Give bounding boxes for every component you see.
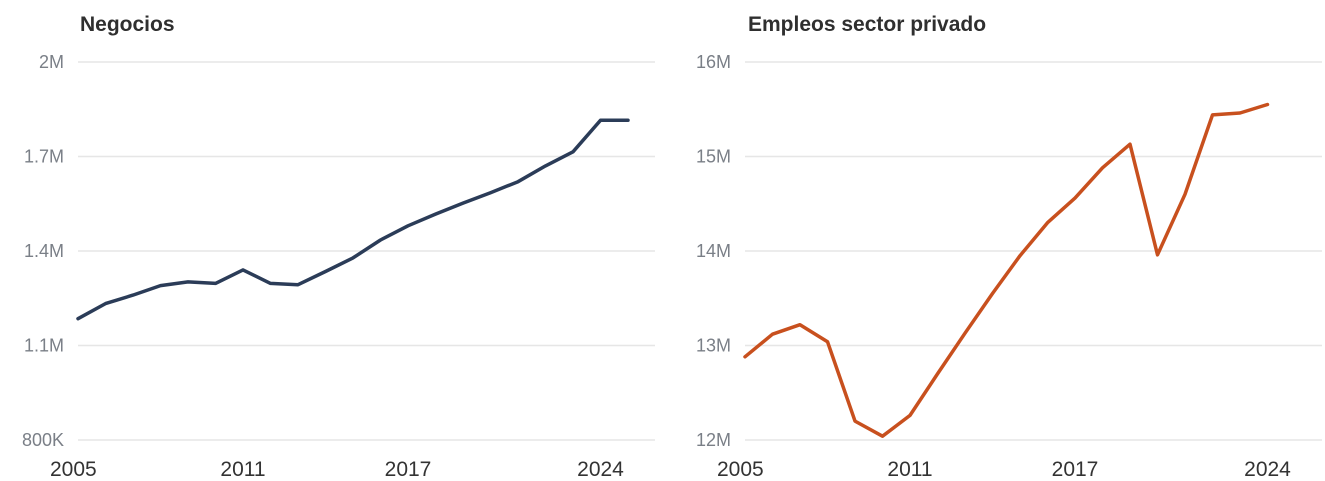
data-point [1127,141,1133,147]
data-point [797,322,803,328]
y-tick-label: 12M [696,430,731,450]
data-point [1210,112,1216,118]
data-point [907,412,913,418]
data-point [405,223,411,229]
data-point [515,179,521,185]
data-point [770,331,776,337]
data-point [323,268,329,274]
data-point [598,117,604,123]
x-tick-label: 2024 [1244,458,1291,481]
data-point [825,339,831,345]
data-point [1155,252,1161,258]
y-tick-label: 1.1M [24,336,64,356]
data-point [433,211,439,217]
data-point [268,280,274,286]
x-tick-label: 2005 [717,458,764,481]
data-point [625,117,631,123]
data-point [1237,110,1243,116]
data-point [130,292,136,298]
y-tick-label: 1.7M [24,147,64,167]
series-line [743,102,1270,438]
data-point [378,237,384,243]
data-point [570,149,576,155]
data-point [350,255,356,261]
data-point [240,267,246,273]
data-point [488,190,494,196]
data-point [1072,195,1078,201]
y-tick-label: 2M [39,52,64,72]
data-point [185,279,191,285]
x-tick-label: 2017 [1052,458,1099,481]
data-point [990,291,996,297]
data-point [543,163,549,169]
data-point [962,330,968,336]
x-tick-label: 2011 [887,458,932,481]
data-point [1182,191,1188,197]
chart-title: Negocios [80,13,175,36]
y-tick-label: 13M [696,336,731,356]
y-tick-label: 14M [696,241,731,261]
y-tick-label: 800K [22,430,64,450]
data-point [213,280,219,286]
data-point [1100,165,1106,171]
data-point [295,282,301,288]
x-tick-label: 2024 [577,458,624,481]
y-tick-label: 15M [696,147,731,167]
y-tick-label: 1.4M [24,241,64,261]
chart-title: Empleos sector privado [748,13,986,36]
data-point [103,301,109,307]
data-point [158,283,164,289]
data-point [935,371,941,377]
data-point [75,316,81,322]
data-point [1265,102,1271,108]
chart-panel-2: Empleos sector privado 12M 13M 14M 15M 16M 200… [696,13,1322,481]
data-point [1017,253,1023,259]
data-point [460,200,466,206]
chart-panel-1: Negocios 800K 1.1M 1.4M 1.7M 2M 2005 2011 2017 20… [22,13,655,481]
data-point [880,433,886,439]
x-tick-label: 2011 [220,458,265,481]
data-point [742,354,748,360]
data-point [852,418,858,424]
data-point [1045,220,1051,226]
series-line [76,118,630,321]
y-tick-label: 16M [696,52,731,72]
x-tick-label: 2017 [385,458,432,481]
x-tick-label: 2005 [50,458,97,481]
